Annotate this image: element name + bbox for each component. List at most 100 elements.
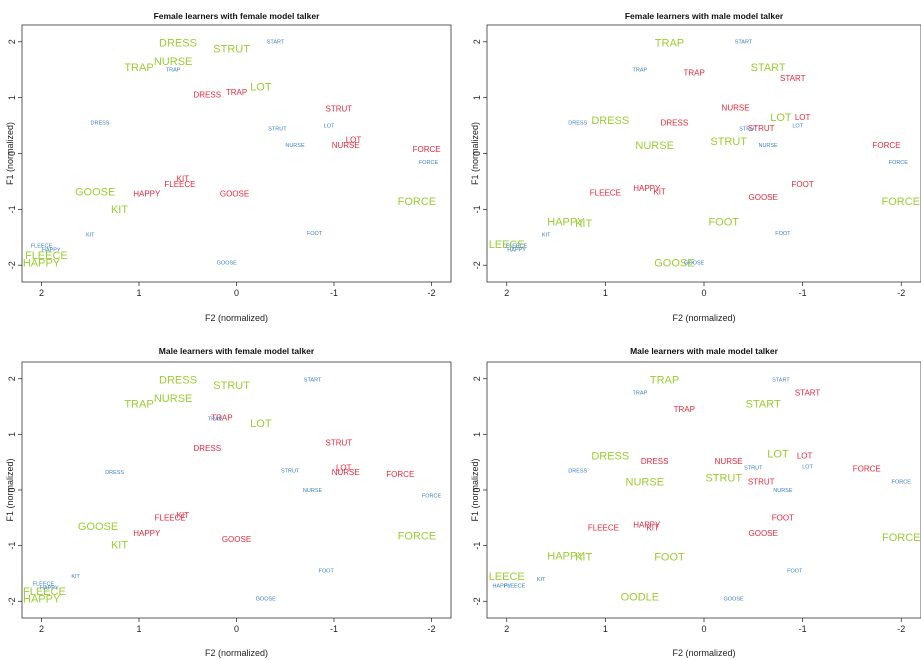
data-point-label: NURSE (154, 56, 193, 68)
data-point-label: GOOSE (75, 186, 115, 198)
data-point-label: LEECE (489, 239, 525, 251)
data-point-label: FORCE (892, 480, 912, 486)
data-point-label: FORCE (413, 145, 441, 154)
plot-frame (21, 361, 452, 619)
y-tick-label: 2 (7, 376, 17, 381)
y-tick-label: -2 (7, 261, 17, 269)
data-point-label: TRAP (633, 391, 648, 397)
data-point-label: START (304, 378, 322, 384)
data-point-label: LOT (795, 113, 811, 122)
x-tick-label: 0 (701, 288, 706, 298)
data-point-label: STRUT (268, 126, 287, 132)
data-point-label: NURSE (635, 140, 674, 152)
y-tick-label: 2 (472, 376, 482, 381)
data-point-label: FOOT (792, 180, 814, 189)
x-tick-label: 0 (234, 288, 239, 298)
x-tick-label: -2 (897, 624, 905, 634)
data-point-label: FOOT (654, 552, 685, 564)
data-point-label: STRUT (748, 124, 775, 133)
chart-title: Female learners with female model talker (154, 11, 321, 21)
y-tick-label: -1 (472, 542, 482, 550)
data-point-label: GOOSE (749, 193, 778, 202)
data-point-label: GOOSE (256, 596, 277, 602)
data-point-label: HAPPY (23, 593, 61, 605)
x-tick-label: 1 (136, 288, 141, 298)
data-point-label: DRESS (591, 450, 629, 462)
data-point-label: START (780, 74, 806, 83)
data-point-label: KIT (646, 524, 659, 533)
data-point-label: HAPPY (133, 190, 161, 199)
chart-title: Female learners with male model talker (625, 11, 784, 21)
data-point-label: GOOSE (220, 190, 249, 199)
data-point-label: LOT (770, 112, 792, 124)
data-point-label: NURSE (722, 103, 750, 112)
data-point-label: HAPPY (492, 584, 511, 590)
data-point-label: FORCE (398, 196, 437, 208)
data-point-label: DRESS (641, 457, 669, 466)
data-point-label: FLEECE (504, 584, 526, 590)
x-tick-label: 2 (39, 624, 44, 634)
data-point-label: KIT (71, 574, 80, 580)
data-point-label: STRUT (213, 380, 250, 392)
data-point-label: FLEECE (23, 586, 66, 598)
data-point-label: LOT (802, 465, 813, 471)
data-point-label: HAPPY (133, 529, 161, 538)
data-point-label: KIT (177, 174, 190, 183)
plot-frame (21, 24, 452, 283)
data-point-label: DRESS (193, 91, 221, 100)
x-tick-label: 2 (504, 624, 509, 634)
data-point-label: STRUT (213, 43, 250, 55)
x-axis-label: F2 (normalized) (205, 648, 268, 658)
data-point-label: FORCE (386, 470, 414, 479)
data-point-label: NURSE (332, 141, 360, 150)
data-point-label: LOT (336, 464, 352, 473)
data-point-label: FLEECE (164, 180, 195, 189)
x-tick-label: -2 (897, 288, 905, 298)
data-point-label: START (267, 40, 285, 46)
data-point-label: LOT (346, 135, 362, 144)
data-point-label: LOT (767, 449, 789, 461)
data-point-label: HAPPY (40, 585, 59, 591)
x-tick-label: 2 (39, 288, 44, 298)
plot-frame (486, 361, 921, 619)
data-point-label: TRAP (211, 413, 232, 422)
data-point-label: TRAP (124, 399, 153, 411)
x-tick-label: -2 (427, 288, 435, 298)
x-axis-label: F2 (normalized) (672, 313, 735, 323)
y-axis-label: F1 (normalized) (470, 458, 480, 521)
data-point-label: KIT (575, 218, 592, 230)
data-point-label: FOOT (775, 231, 791, 237)
data-point-label: START (795, 388, 821, 397)
data-point-label: KIT (177, 511, 190, 520)
x-tick-label: 1 (603, 288, 608, 298)
data-point-label: STRUT (705, 473, 742, 485)
data-point-label: DRESS (591, 115, 629, 127)
y-tick-label: 0 (472, 151, 482, 156)
data-point-label: KIT (111, 539, 128, 551)
data-point-label: FLEECE (25, 250, 68, 262)
x-tick-label: 1 (603, 624, 608, 634)
x-tick-label: 1 (136, 624, 141, 634)
y-tick-label: 2 (472, 39, 482, 44)
data-point-label: FLEECE (588, 524, 619, 533)
data-point-label: DRESS (159, 375, 197, 387)
y-axis-label: F1 (normalized) (5, 122, 15, 185)
data-point-label: STRUT (748, 477, 775, 486)
data-point-label: HAPPY (547, 217, 585, 229)
x-tick-label: 0 (234, 624, 239, 634)
data-point-label: KIT (111, 204, 128, 216)
x-axis-label: F2 (normalized) (205, 313, 268, 323)
y-axis-label: F1 (normalized) (470, 122, 480, 185)
data-point-label: TRAP (650, 375, 679, 387)
data-point-label: NURSE (715, 457, 743, 466)
data-point-label: LOT (250, 81, 272, 93)
data-point-label: DRESS (159, 38, 197, 50)
data-point-label: NURSE (285, 143, 305, 149)
x-tick-label: -1 (799, 288, 807, 298)
data-point-label: FORCE (872, 141, 900, 150)
data-point-label: START (746, 399, 781, 411)
data-point-label: NURSE (154, 393, 193, 405)
data-point-label: LOT (792, 123, 803, 129)
y-tick-label: 1 (472, 95, 482, 100)
y-tick-label: 2 (7, 39, 17, 44)
